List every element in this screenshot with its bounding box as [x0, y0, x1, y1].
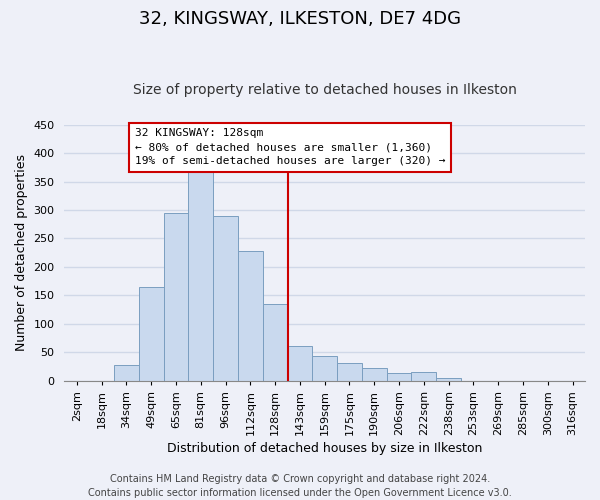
- Text: 32 KINGSWAY: 128sqm
← 80% of detached houses are smaller (1,360)
19% of semi-det: 32 KINGSWAY: 128sqm ← 80% of detached ho…: [134, 128, 445, 166]
- Bar: [386, 374, 412, 381]
- Bar: [164, 213, 188, 381]
- Text: 32, KINGSWAY, ILKESTON, DE7 4DG: 32, KINGSWAY, ILKESTON, DE7 4DG: [139, 10, 461, 28]
- Bar: [362, 368, 386, 381]
- Bar: [263, 304, 287, 381]
- Bar: [188, 170, 213, 381]
- Bar: [412, 372, 436, 381]
- Bar: [287, 346, 313, 381]
- Title: Size of property relative to detached houses in Ilkeston: Size of property relative to detached ho…: [133, 83, 517, 97]
- Y-axis label: Number of detached properties: Number of detached properties: [15, 154, 28, 351]
- Bar: [238, 251, 263, 381]
- Bar: [313, 356, 337, 381]
- X-axis label: Distribution of detached houses by size in Ilkeston: Distribution of detached houses by size …: [167, 442, 482, 455]
- Bar: [114, 365, 139, 381]
- Bar: [436, 378, 461, 381]
- Bar: [337, 362, 362, 381]
- Text: Contains HM Land Registry data © Crown copyright and database right 2024.
Contai: Contains HM Land Registry data © Crown c…: [88, 474, 512, 498]
- Bar: [139, 287, 164, 381]
- Bar: [213, 216, 238, 381]
